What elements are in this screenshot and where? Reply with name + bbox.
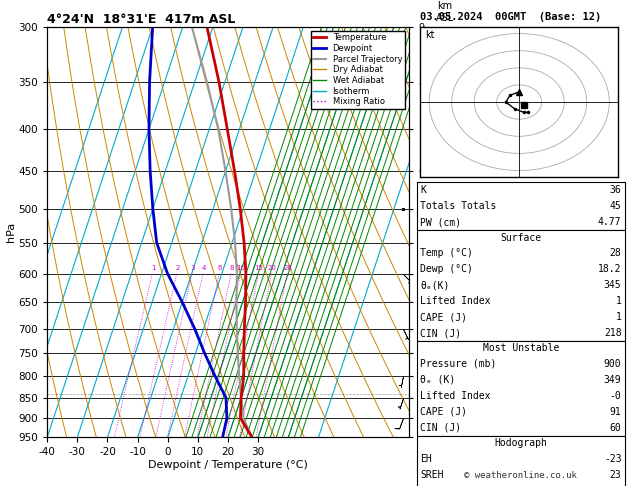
Text: Hodograph: Hodograph [494,438,547,448]
Text: Pressure (mb): Pressure (mb) [420,359,496,369]
Text: 218: 218 [604,328,621,338]
Legend: Temperature, Dewpoint, Parcel Trajectory, Dry Adiabat, Wet Adiabat, Isotherm, Mi: Temperature, Dewpoint, Parcel Trajectory… [311,31,404,109]
Text: 2: 2 [175,265,180,271]
Text: K: K [420,185,426,195]
Text: 28: 28 [283,265,292,271]
Text: 1: 1 [616,312,621,322]
Text: 28: 28 [610,248,621,258]
Text: kt: kt [425,31,435,40]
Text: EH: EH [420,453,432,464]
Text: Lifted Index: Lifted Index [420,391,491,401]
Text: CAPE (J): CAPE (J) [420,312,467,322]
Text: 4: 4 [201,265,206,271]
Text: LCL: LCL [416,389,432,398]
Text: 91: 91 [610,407,621,417]
Text: 45: 45 [610,201,621,211]
Text: 3: 3 [190,265,195,271]
Y-axis label: hPa: hPa [6,222,16,242]
Text: © weatheronline.co.uk: © weatheronline.co.uk [464,471,577,480]
Text: 1: 1 [151,265,155,271]
Text: km
ASL: km ASL [436,1,454,23]
Text: 349: 349 [604,375,621,385]
X-axis label: Dewpoint / Temperature (°C): Dewpoint / Temperature (°C) [148,460,308,470]
Text: 4°24'N  18°31'E  417m ASL: 4°24'N 18°31'E 417m ASL [47,13,235,26]
Text: CAPE (J): CAPE (J) [420,407,467,417]
Text: 10: 10 [237,265,246,271]
Text: 18.2: 18.2 [598,264,621,274]
Text: 60: 60 [610,423,621,433]
Text: Surface: Surface [500,233,542,243]
Text: Most Unstable: Most Unstable [482,344,559,353]
Text: Totals Totals: Totals Totals [420,201,496,211]
Text: CIN (J): CIN (J) [420,423,461,433]
Text: 345: 345 [604,280,621,290]
Text: Lifted Index: Lifted Index [420,296,491,306]
Text: 15: 15 [255,265,264,271]
Text: CIN (J): CIN (J) [420,328,461,338]
Text: 36: 36 [610,185,621,195]
Text: SREH: SREH [420,469,443,480]
Text: 8: 8 [230,265,234,271]
Text: -23: -23 [604,453,621,464]
Text: 23: 23 [610,469,621,480]
Text: θₑ(K): θₑ(K) [420,280,450,290]
Text: 4.77: 4.77 [598,217,621,227]
Text: 6: 6 [218,265,222,271]
Text: 900: 900 [604,359,621,369]
Text: θₑ (K): θₑ (K) [420,375,455,385]
Text: 03.05.2024  00GMT  (Base: 12): 03.05.2024 00GMT (Base: 12) [420,12,601,22]
Y-axis label: Mixing Ratio (g/kg): Mixing Ratio (g/kg) [431,186,441,278]
Text: -0: -0 [610,391,621,401]
Text: 1: 1 [616,296,621,306]
Text: Temp (°C): Temp (°C) [420,248,473,258]
Text: 20: 20 [267,265,276,271]
Text: Dewp (°C): Dewp (°C) [420,264,473,274]
Text: PW (cm): PW (cm) [420,217,461,227]
